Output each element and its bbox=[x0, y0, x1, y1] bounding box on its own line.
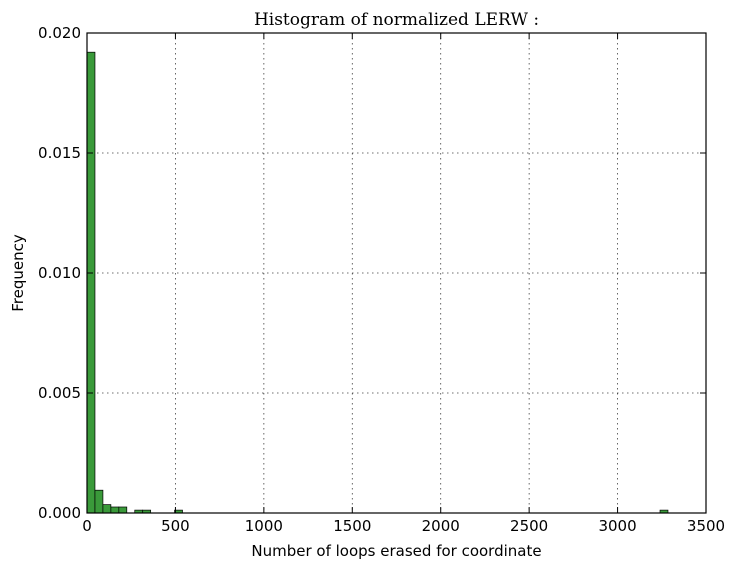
x-tick-label: 2500 bbox=[510, 517, 548, 535]
histogram-bar bbox=[110, 506, 120, 514]
x-tick-label: 3500 bbox=[687, 517, 725, 535]
y-tick-label: 0.005 bbox=[38, 384, 81, 402]
histogram-bars bbox=[86, 51, 669, 514]
y-tick-label: 0.015 bbox=[38, 144, 81, 162]
x-tick-label: 1500 bbox=[333, 517, 371, 535]
chart-title: Histogram of normalized LERW : bbox=[254, 10, 539, 30]
axis-ticks bbox=[86, 32, 707, 514]
x-axis-label: Number of loops erased for coordinate bbox=[251, 542, 541, 560]
y-tick-label: 0.020 bbox=[38, 24, 81, 42]
y-tick-labels: 0.000 0.005 0.010 0.015 0.020 bbox=[38, 24, 81, 522]
y-axis-label: Frequency bbox=[9, 234, 27, 312]
x-tick-labels: 0 500 1000 1500 2000 2500 3000 3500 bbox=[82, 517, 725, 535]
grid-lines bbox=[87, 33, 706, 513]
y-tick-label: 0.000 bbox=[38, 504, 81, 522]
x-tick-label: 0 bbox=[82, 517, 92, 535]
x-tick-label: 3000 bbox=[598, 517, 636, 535]
histogram-bar bbox=[86, 51, 96, 514]
x-tick-label: 500 bbox=[161, 517, 190, 535]
x-tick-label: 2000 bbox=[422, 517, 460, 535]
histogram-bar bbox=[94, 489, 104, 514]
histogram-bar bbox=[102, 504, 112, 514]
y-tick-label: 0.010 bbox=[38, 264, 81, 282]
x-tick-label: 1000 bbox=[245, 517, 283, 535]
histogram-bar bbox=[118, 506, 128, 514]
